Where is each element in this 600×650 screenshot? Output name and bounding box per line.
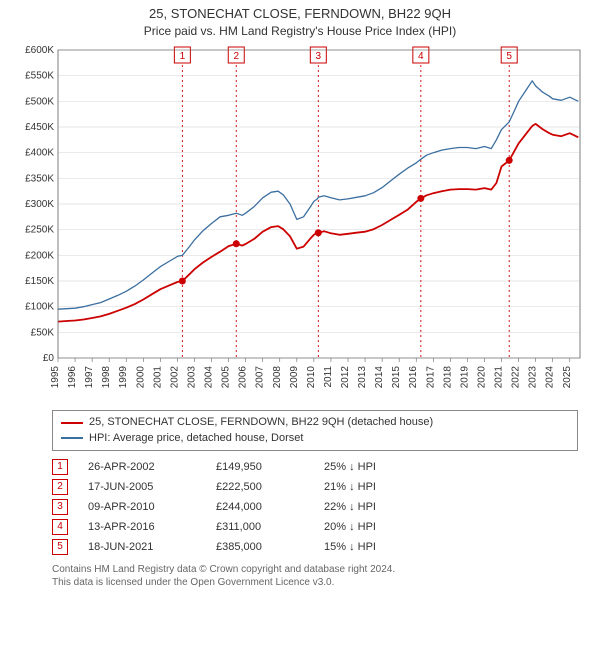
svg-text:2006: 2006 (238, 366, 249, 389)
svg-text:£100K: £100K (25, 302, 54, 313)
svg-text:2002: 2002 (169, 366, 180, 389)
sale-price: £222,500 (216, 481, 316, 493)
table-row: 2 17-JUN-2005 £222,500 21% ↓ HPI (52, 477, 578, 497)
svg-text:£450K: £450K (25, 122, 54, 133)
svg-text:2025: 2025 (562, 366, 573, 389)
sale-price: £149,950 (216, 461, 316, 473)
legend-swatch (61, 437, 83, 439)
svg-text:2024: 2024 (545, 366, 556, 389)
svg-text:3: 3 (316, 51, 322, 62)
svg-text:2009: 2009 (289, 366, 300, 389)
svg-text:2023: 2023 (528, 366, 539, 389)
sale-ref-box: 2 (52, 479, 68, 495)
legend-label: HPI: Average price, detached house, Dors… (89, 431, 303, 446)
table-row: 5 18-JUN-2021 £385,000 15% ↓ HPI (52, 537, 578, 557)
sale-date: 26-APR-2002 (88, 461, 208, 473)
svg-text:1999: 1999 (118, 366, 129, 389)
page: 25, STONECHAT CLOSE, FERNDOWN, BH22 9QH … (0, 0, 600, 650)
price-chart: £0 £50K £100K £150K £200K £250K £300K £350K £400… (10, 44, 590, 404)
svg-text:2005: 2005 (221, 366, 232, 389)
svg-text:2004: 2004 (204, 366, 215, 389)
svg-text:1996: 1996 (67, 366, 78, 389)
legend: 25, STONECHAT CLOSE, FERNDOWN, BH22 9QH … (52, 410, 578, 451)
sale-delta: 20% ↓ HPI (324, 521, 434, 533)
legend-row: HPI: Average price, detached house, Dors… (61, 431, 569, 446)
svg-text:5: 5 (506, 51, 512, 62)
sale-delta: 25% ↓ HPI (324, 461, 434, 473)
attribution-line: This data is licensed under the Open Gov… (52, 576, 578, 589)
sale-delta: 15% ↓ HPI (324, 541, 434, 553)
sale-price: £385,000 (216, 541, 316, 553)
svg-text:2013: 2013 (357, 366, 368, 389)
sale-date: 17-JUN-2005 (88, 481, 208, 493)
svg-text:£300K: £300K (25, 199, 54, 210)
svg-text:1995: 1995 (50, 366, 61, 389)
svg-text:2017: 2017 (425, 366, 436, 389)
svg-text:£400K: £400K (25, 148, 54, 159)
table-row: 3 09-APR-2010 £244,000 22% ↓ HPI (52, 497, 578, 517)
svg-text:£350K: £350K (25, 174, 54, 185)
sale-ref-box: 3 (52, 499, 68, 515)
svg-text:£0: £0 (43, 353, 55, 364)
svg-text:2012: 2012 (340, 366, 351, 389)
sale-price: £244,000 (216, 501, 316, 513)
sale-delta: 22% ↓ HPI (324, 501, 434, 513)
sale-ref-box: 4 (52, 519, 68, 535)
sale-delta: 21% ↓ HPI (324, 481, 434, 493)
svg-text:1997: 1997 (84, 366, 95, 389)
svg-text:£200K: £200K (25, 251, 54, 262)
svg-text:£50K: £50K (31, 328, 55, 339)
legend-swatch (61, 422, 83, 424)
svg-text:2011: 2011 (323, 366, 334, 388)
sales-table: 1 26-APR-2002 £149,950 25% ↓ HPI 2 17-JUN-200… (52, 457, 578, 557)
svg-text:2: 2 (233, 51, 239, 62)
chart-svg: £0 £50K £100K £150K £200K £250K £300K £350K £400… (10, 44, 590, 404)
svg-text:4: 4 (418, 51, 424, 62)
svg-text:2020: 2020 (476, 366, 487, 389)
sale-date: 18-JUN-2021 (88, 541, 208, 553)
attribution-line: Contains HM Land Registry data © Crown c… (52, 563, 578, 576)
table-row: 4 13-APR-2016 £311,000 20% ↓ HPI (52, 517, 578, 537)
svg-text:£250K: £250K (25, 225, 54, 236)
svg-text:1: 1 (180, 51, 186, 62)
svg-text:£500K: £500K (25, 97, 54, 108)
svg-text:2014: 2014 (374, 366, 385, 389)
table-row: 1 26-APR-2002 £149,950 25% ↓ HPI (52, 457, 578, 477)
svg-text:1998: 1998 (101, 366, 112, 389)
svg-text:2022: 2022 (511, 366, 522, 389)
svg-text:2007: 2007 (255, 366, 266, 389)
legend-row: 25, STONECHAT CLOSE, FERNDOWN, BH22 9QH … (61, 415, 569, 430)
sale-ref-box: 1 (52, 459, 68, 475)
svg-text:£550K: £550K (25, 71, 54, 82)
page-title: 25, STONECHAT CLOSE, FERNDOWN, BH22 9QH (10, 6, 590, 22)
attribution: Contains HM Land Registry data © Crown c… (52, 563, 578, 589)
svg-text:2015: 2015 (391, 366, 402, 389)
svg-text:2019: 2019 (459, 366, 470, 389)
svg-text:2008: 2008 (272, 366, 283, 389)
sale-date: 09-APR-2010 (88, 501, 208, 513)
svg-text:£150K: £150K (25, 276, 54, 287)
svg-text:2001: 2001 (152, 366, 163, 389)
legend-label: 25, STONECHAT CLOSE, FERNDOWN, BH22 9QH … (89, 415, 433, 430)
svg-text:2021: 2021 (494, 366, 505, 389)
page-subtitle: Price paid vs. HM Land Registry's House … (10, 24, 590, 38)
svg-text:2018: 2018 (442, 366, 453, 389)
sale-date: 13-APR-2016 (88, 521, 208, 533)
svg-text:2003: 2003 (186, 366, 197, 389)
sale-ref-box: 5 (52, 539, 68, 555)
svg-text:2010: 2010 (306, 366, 317, 389)
svg-text:2016: 2016 (408, 366, 419, 389)
sale-price: £311,000 (216, 521, 316, 533)
svg-text:2000: 2000 (135, 366, 146, 389)
svg-text:£600K: £600K (25, 45, 54, 56)
